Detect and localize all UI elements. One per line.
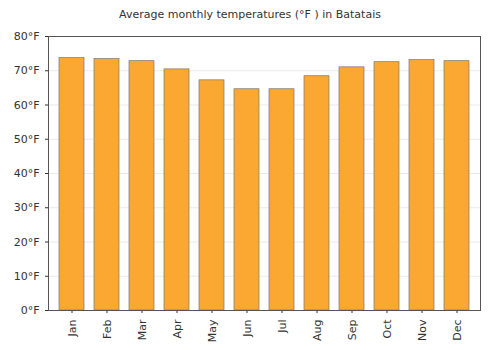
svg-text:Jun: Jun	[241, 319, 254, 337]
svg-text:Apr: Apr	[171, 319, 184, 339]
svg-text:Jan: Jan	[66, 319, 79, 337]
svg-text:20°F: 20°F	[14, 236, 40, 249]
svg-text:May: May	[206, 319, 219, 342]
html-text:Average monthly temperatures (: Average monthly temperatures (°F ) in Ba…	[119, 8, 381, 21]
svg-text:10°F: 10°F	[14, 270, 40, 283]
svg-text:Jul: Jul	[276, 320, 289, 334]
svg-text:60°F: 60°F	[14, 99, 40, 112]
svg-text:80°F: 80°F	[14, 30, 40, 43]
svg-text:50°F: 50°F	[14, 133, 40, 146]
svg-text:Mar: Mar	[136, 319, 149, 340]
svg-text:Feb: Feb	[101, 319, 114, 338]
svg-text:40°F: 40°F	[14, 167, 40, 180]
svg-text:70°F: 70°F	[14, 64, 40, 77]
svg-text:Sep: Sep	[346, 319, 359, 340]
svg-text:Dec: Dec	[451, 320, 464, 341]
svg-text:30°F: 30°F	[14, 201, 40, 214]
svg-text:Aug: Aug	[311, 320, 324, 341]
svg-text:Nov: Nov	[416, 319, 429, 341]
svg-text:Oct: Oct	[381, 319, 394, 339]
svg-text:0°F: 0°F	[21, 304, 40, 317]
